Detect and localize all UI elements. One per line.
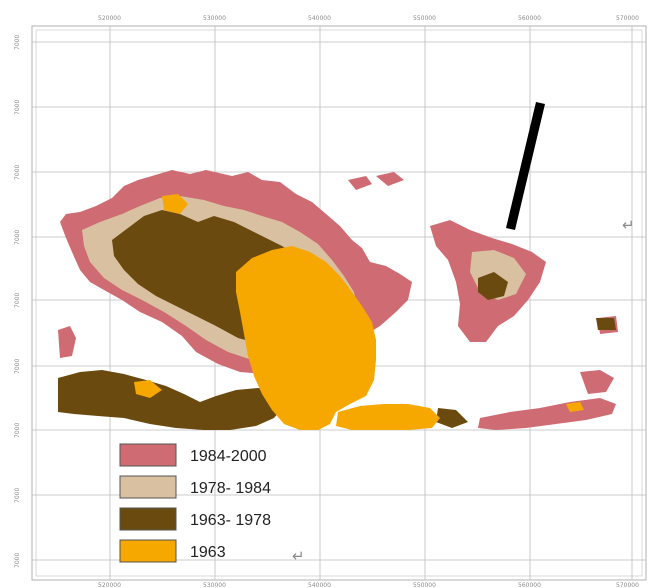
y-tick-label: 7000	[14, 293, 21, 308]
y-tick-label: 7000	[14, 100, 21, 115]
x-tick-label: 520000	[98, 15, 121, 22]
y-tick-label: 7000	[14, 230, 21, 245]
y-tick-labels: 7000 7000 7000 7000 7000 7000 7000 7000 …	[14, 35, 21, 568]
x-tick-label: 560000	[518, 582, 541, 588]
legend-label: 1963- 1978	[190, 512, 271, 529]
x-tick-label: 560000	[518, 15, 541, 22]
legend-item: 1984-2000	[119, 443, 267, 467]
legend-item: 1978- 1984	[119, 475, 271, 499]
return-mark-icon: ↵	[622, 216, 635, 234]
legend-swatch	[119, 443, 177, 467]
legend-item: 1963- 1978	[119, 507, 271, 531]
y-tick-label: 7000	[14, 553, 21, 568]
x-tick-label: 570000	[616, 15, 639, 22]
x-tick-label: 540000	[308, 582, 331, 588]
north-arrow-icon	[506, 102, 545, 230]
legend-swatch	[119, 475, 177, 499]
map-border	[31, 25, 647, 581]
x-tick-label: 530000	[203, 582, 226, 588]
legend-label: 1984-2000	[190, 448, 267, 465]
x-tick-labels-bottom: 520000 530000 540000 550000 560000 57000…	[98, 582, 639, 588]
legend: 1984-2000 1978- 1984 1963- 1978 1963 ↵	[119, 443, 305, 565]
region-1963	[134, 194, 584, 430]
y-tick-label: 7000	[14, 359, 21, 374]
x-tick-labels-top: 520000 530000 540000 550000 560000 57000…	[98, 15, 639, 22]
legend-swatch	[119, 507, 177, 531]
x-tick-label: 550000	[413, 582, 436, 588]
legend-swatch	[119, 539, 177, 563]
x-tick-label: 540000	[308, 15, 331, 22]
x-tick-label: 520000	[98, 582, 121, 588]
y-tick-label: 7000	[14, 423, 21, 438]
y-tick-label: 7000	[14, 165, 21, 180]
x-tick-label: 570000	[616, 582, 639, 588]
y-tick-label: 7000	[14, 35, 21, 50]
y-tick-label: 7000	[14, 488, 21, 503]
legend-item: 1963	[119, 539, 226, 563]
legend-label: 1963	[190, 544, 226, 561]
map-inner-border	[35, 29, 643, 577]
x-tick-label: 530000	[203, 15, 226, 22]
legend-label: 1978- 1984	[190, 480, 271, 497]
x-tick-label: 550000	[413, 15, 436, 22]
return-mark-icon: ↵	[292, 547, 305, 565]
